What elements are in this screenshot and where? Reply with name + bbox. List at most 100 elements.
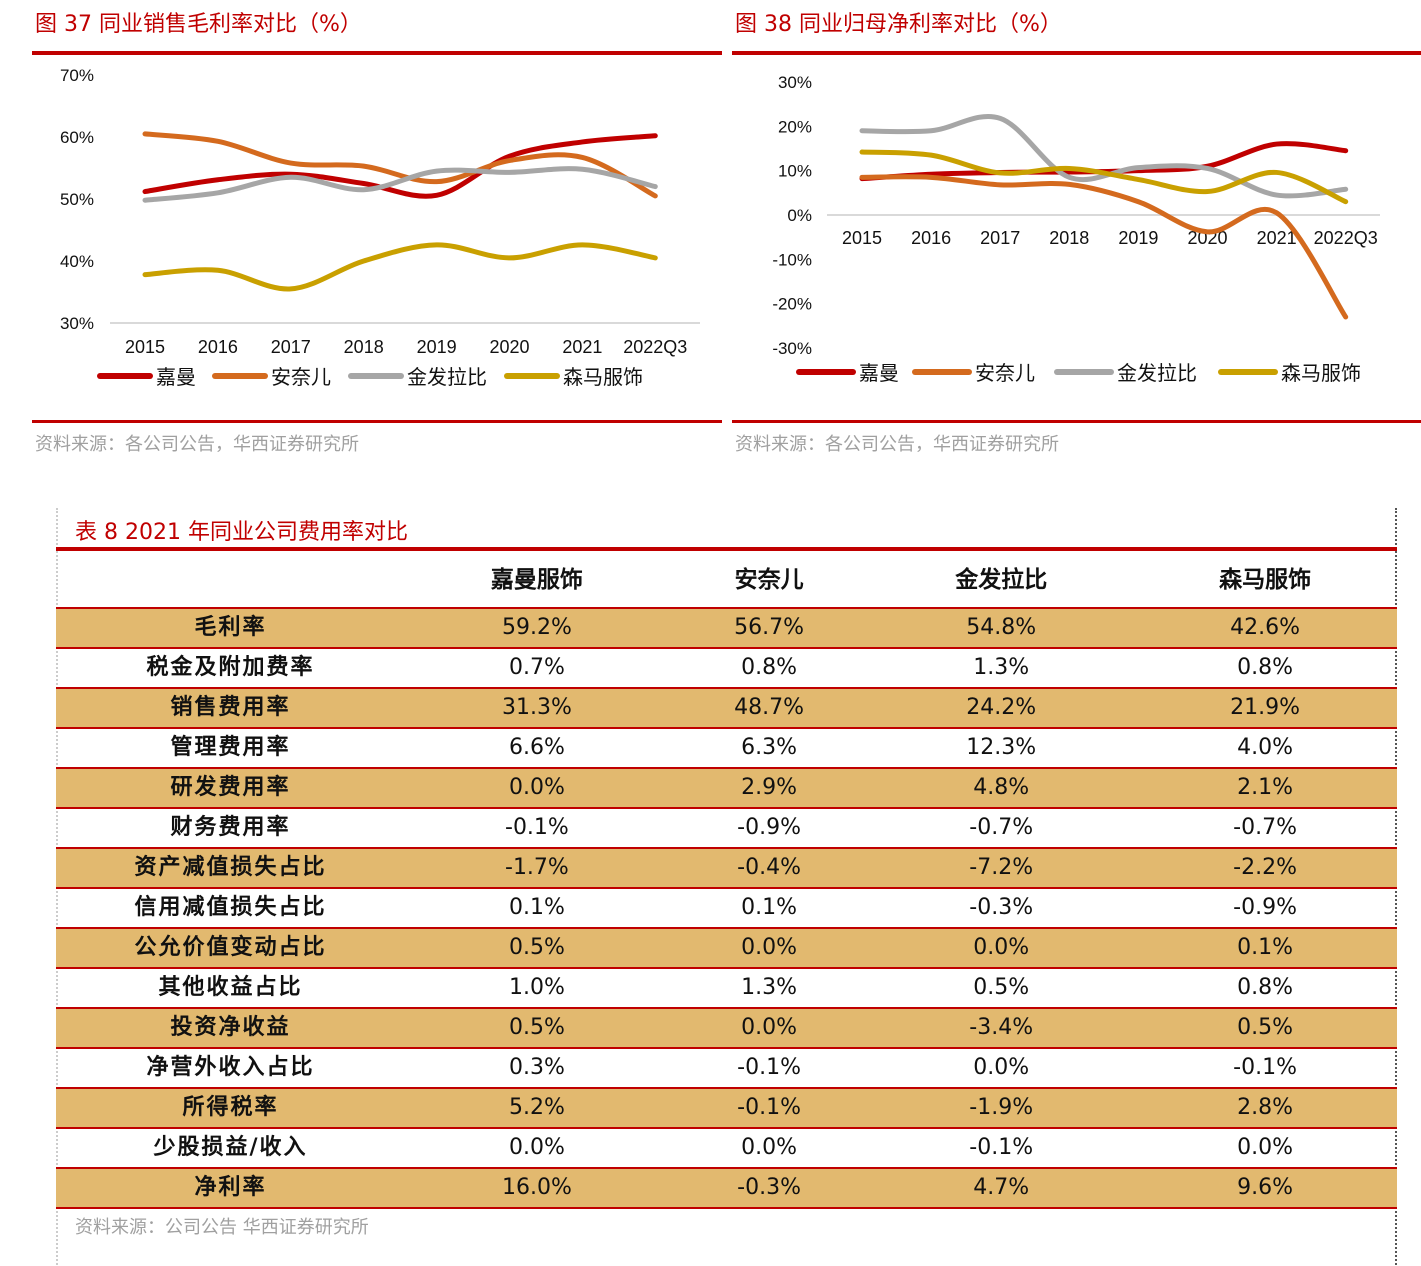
table-cell: 59.2% [405, 607, 669, 649]
row-label: 财务费用率 [170, 815, 291, 840]
figure38-title: 图 38 同业归母净利率对比（%） [735, 12, 1062, 37]
figure37-top-rule [32, 51, 722, 55]
x-tick-label: 2022Q3 [623, 337, 687, 357]
table-cell: -0.1% [1233, 1055, 1297, 1080]
y-tick-label: 10% [778, 162, 812, 181]
figure38-bottom-rule [732, 420, 1421, 423]
table-cell: 0.7% [508, 655, 565, 680]
table-cell: 0.0% [508, 1135, 565, 1160]
legend-label: 森马服饰 [1281, 362, 1361, 385]
y-tick-label: 0% [787, 206, 812, 225]
table-cell: -0.1% [737, 1055, 801, 1080]
y-tick-label: 30% [778, 73, 812, 92]
table-row: 销售费用率 31.3% 48.7% 24.2% 21.9% [56, 687, 1397, 729]
row-label: 资产减值损失占比 [56, 847, 405, 889]
table-cell: -0.4% [668, 847, 870, 889]
x-tick-label: 2016 [198, 337, 238, 357]
table-cell: 6.6% [508, 735, 565, 760]
legend-label: 金发拉比 [407, 366, 487, 389]
x-tick-label: 2021 [562, 337, 602, 357]
y-tick-label: 30% [60, 314, 94, 333]
table-cell: 54.8% [869, 607, 1134, 649]
figure37-bottom-rule [32, 420, 722, 423]
x-tick-label: 2015 [125, 337, 165, 357]
legend-label: 安奈儿 [975, 362, 1035, 385]
table-cell: 16.0% [405, 1167, 669, 1209]
row-label: 公允价值变动占比 [56, 927, 405, 969]
table-cell: -0.1% [505, 815, 569, 840]
x-tick-label: 2019 [1118, 228, 1158, 248]
table-cell: -0.1% [668, 1087, 870, 1129]
x-tick-label: 2022Q3 [1314, 228, 1378, 248]
table-cell: 0.0% [741, 1135, 798, 1160]
table-cell: 21.9% [1133, 687, 1397, 729]
table-row: 研发费用率 0.0% 2.9% 4.8% 2.1% [56, 767, 1397, 809]
table-top-rule [56, 547, 1397, 551]
x-tick-label: 2020 [489, 337, 529, 357]
legend-label: 森马服饰 [563, 366, 643, 389]
figure37-title: 图 37 同业销售毛利率对比（%） [35, 12, 362, 37]
y-tick-label: 20% [778, 117, 812, 136]
table-row: 净营外收入占比 0.3% -0.1% 0.0% -0.1% [56, 1048, 1397, 1088]
table-row: 其他收益占比 1.0% 1.3% 0.5% 0.8% [56, 968, 1397, 1008]
table-cell: -3.4% [869, 1007, 1134, 1049]
table-cell: -0.7% [1233, 815, 1297, 840]
series-line-2 [859, 114, 1349, 199]
table-row: 净利率 16.0% -0.3% 4.7% 9.6% [56, 1167, 1397, 1209]
series-line-3 [142, 242, 658, 292]
row-label: 其他收益占比 [158, 975, 303, 1000]
table-cell: -7.2% [869, 847, 1134, 889]
table-cell: 31.3% [405, 687, 669, 729]
header-semir: 森马服饰 [1219, 566, 1312, 593]
table-cell: 0.0% [1237, 1135, 1294, 1160]
table-row: 毛利率 59.2% 56.7% 54.8% 42.6% [56, 607, 1397, 649]
table-block: 嘉曼服饰 安奈儿 金发拉比 森马服饰 毛利率 59.2% 56.7% 54.8% 42.… [56, 552, 1397, 1239]
y-tick-label: -10% [772, 250, 812, 269]
header-jiaman: 嘉曼服饰 [490, 566, 583, 593]
table-cell: 0.5% [973, 975, 1030, 1000]
row-label: 销售费用率 [56, 687, 405, 729]
table-cell: 0.3% [508, 1055, 565, 1080]
series-line-0 [142, 133, 658, 199]
figure37-source: 资料来源：各公司公告，华西证券研究所 [35, 434, 359, 455]
table-cell: 4.0% [1237, 735, 1294, 760]
legend-label: 金发拉比 [1117, 362, 1197, 385]
table-cell: -0.9% [737, 815, 801, 840]
table-row: 管理费用率 6.6% 6.3% 12.3% 4.0% [56, 728, 1397, 768]
table-cell: 4.8% [869, 767, 1134, 809]
table-cell: 4.7% [869, 1167, 1134, 1209]
x-tick-label: 2018 [344, 337, 384, 357]
row-label: 信用减值损失占比 [134, 895, 327, 920]
table-header-row: 嘉曼服饰 安奈儿 金发拉比 森马服饰 [56, 552, 1397, 608]
table-cell: 0.8% [1237, 655, 1294, 680]
table-cell: 0.5% [1133, 1007, 1397, 1049]
table-cell: -2.2% [1133, 847, 1397, 889]
table-cell: 1.3% [741, 975, 798, 1000]
table-cell: -0.3% [668, 1167, 870, 1209]
table-row: 所得税率 5.2% -0.1% -1.9% 2.8% [56, 1087, 1397, 1129]
y-tick-label: 60% [60, 128, 94, 147]
figure38-source: 资料来源：各公司公告，华西证券研究所 [735, 434, 1059, 455]
x-tick-label: 2021 [1257, 228, 1297, 248]
table-row: 公允价值变动占比 0.5% 0.0% 0.0% 0.1% [56, 927, 1397, 969]
table-cell: 0.5% [405, 1007, 669, 1049]
table-row: 资产减值损失占比 -1.7% -0.4% -7.2% -2.2% [56, 847, 1397, 889]
table-cell: 42.6% [1133, 607, 1397, 649]
x-tick-label: 2015 [842, 228, 882, 248]
gross-margin-chart: 70% 60% 50% 40% 30% 2015 2016 2017 2018 2019 2020 2… [60, 66, 700, 389]
row-label: 研发费用率 [56, 767, 405, 809]
header-blank [56, 552, 405, 608]
table-cell: 9.6% [1133, 1167, 1397, 1209]
table-row: 税金及附加费率 0.7% 0.8% 1.3% 0.8% [56, 648, 1397, 688]
table-row: 投资净收益 0.5% 0.0% -3.4% 0.5% [56, 1007, 1397, 1049]
y-tick-label: -20% [772, 295, 812, 314]
x-tick-label: 2017 [271, 337, 311, 357]
x-tick-label: 2016 [911, 228, 951, 248]
table-cell: -0.3% [969, 895, 1034, 920]
table-cell: 48.7% [668, 687, 870, 729]
table-row: 信用减值损失占比 0.1% 0.1% -0.3% -0.9% [56, 888, 1397, 928]
x-tick-label: 2017 [980, 228, 1020, 248]
y-tick-label: 50% [60, 190, 94, 209]
table-cell: 2.8% [1133, 1087, 1397, 1129]
